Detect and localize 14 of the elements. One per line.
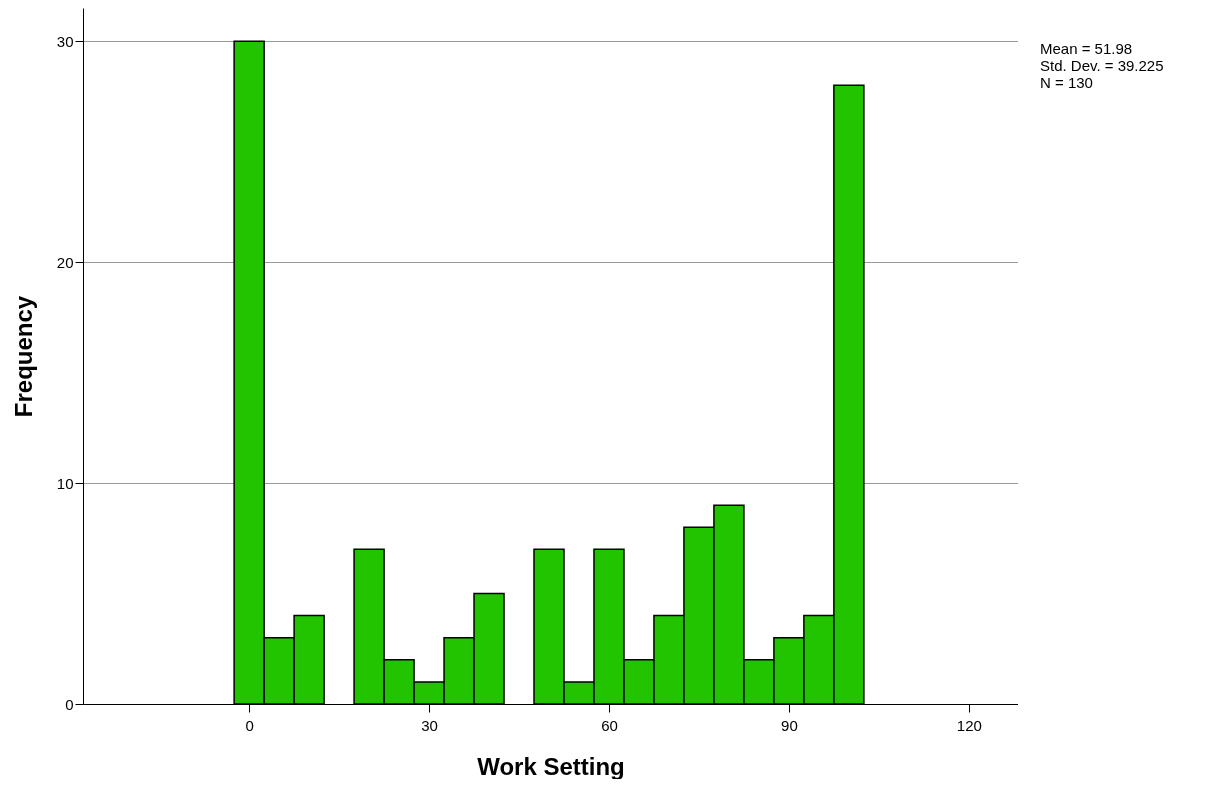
y-tick-label: 0 bbox=[65, 695, 74, 713]
y-tick-label: 30 bbox=[56, 32, 74, 50]
text: N = 130 bbox=[1040, 74, 1094, 91]
y-axis-title: Frequency bbox=[9, 295, 37, 418]
text: Std. Dev. = 39.225 bbox=[1040, 57, 1164, 74]
text: Mean = 51.98 bbox=[1040, 40, 1134, 57]
y-tick-label: 10 bbox=[56, 474, 74, 492]
x-tick-label: 30 bbox=[421, 716, 438, 734]
y-tick-label: 20 bbox=[56, 253, 74, 271]
x-tick-label: 120 bbox=[956, 716, 982, 734]
x-tick-label: 0 bbox=[245, 716, 254, 734]
x-tick-label: 60 bbox=[601, 716, 618, 734]
x-tick-label: 90 bbox=[781, 716, 798, 734]
x-axis-title: Work Setting bbox=[477, 752, 625, 780]
